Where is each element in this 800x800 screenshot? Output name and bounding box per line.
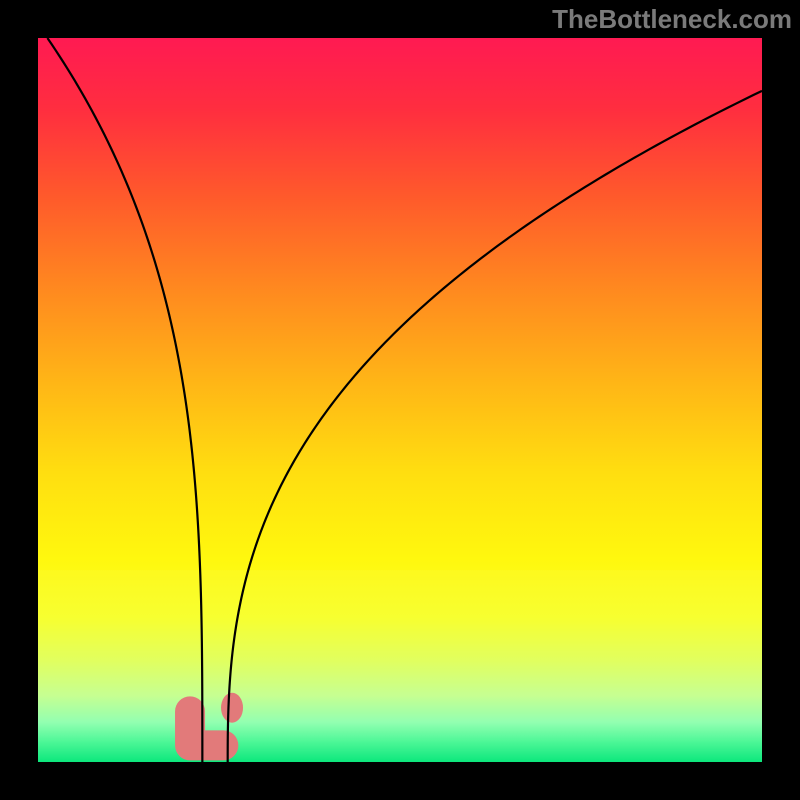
highlight-band [38,570,762,762]
plot-area [38,38,762,762]
watermark-text: TheBottleneck.com [552,4,792,35]
marker-dot [221,693,243,723]
